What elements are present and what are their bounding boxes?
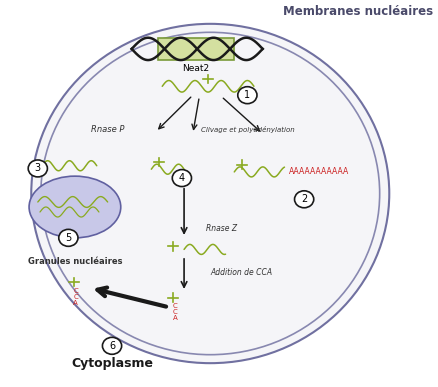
Text: A: A [74,300,78,306]
Text: 6: 6 [109,341,115,351]
Text: C: C [74,294,78,300]
Text: 1: 1 [244,90,251,100]
Text: C: C [173,303,178,309]
Ellipse shape [31,24,389,363]
Text: C: C [173,309,178,315]
Circle shape [294,191,314,208]
Text: 3: 3 [35,163,41,173]
Text: Membranes nucléaires: Membranes nucléaires [283,5,433,17]
Text: Addition de CCA: Addition de CCA [210,268,272,277]
Text: Clivage et polyadénylation: Clivage et polyadénylation [201,127,294,134]
Text: Rnase P: Rnase P [91,125,124,134]
Text: 5: 5 [65,233,71,243]
Ellipse shape [29,176,121,238]
Text: C: C [74,288,78,294]
Text: Granules nucléaires: Granules nucléaires [28,257,122,266]
Circle shape [172,170,191,187]
Text: Rnase Z: Rnase Z [206,224,237,233]
Text: 2: 2 [301,194,307,204]
Text: A: A [173,315,178,321]
Circle shape [28,160,47,177]
Circle shape [102,337,122,354]
Text: Cytoplasme: Cytoplasme [71,358,153,370]
Circle shape [238,87,257,104]
Text: AAAAAAAAAAA: AAAAAAAAAAA [289,167,349,176]
Text: 4: 4 [179,173,185,183]
Text: Neat2: Neat2 [183,63,210,72]
Circle shape [59,229,78,247]
FancyBboxPatch shape [158,38,234,60]
